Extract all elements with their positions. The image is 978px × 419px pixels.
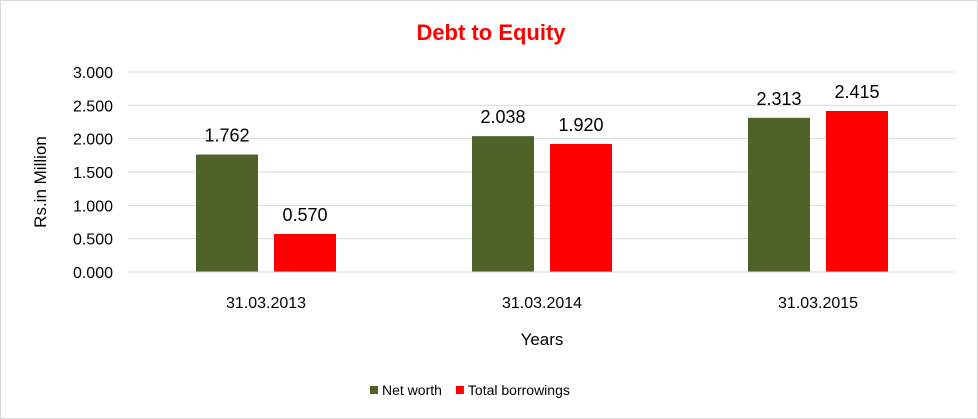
data-label: 0.570 [282, 205, 327, 225]
x-axis-ticks: 31.03.2013 31.03.2014 31.03.2015 [226, 295, 858, 312]
y-axis-ticks: 0.000 0.500 1.000 1.500 2.000 2.500 3.000 [73, 65, 113, 282]
chart-title: Debt to Equity [416, 20, 566, 45]
x-axis-title: Years [521, 330, 564, 349]
y-tick-label: 2.000 [73, 132, 113, 149]
y-tick-label: 1.500 [73, 165, 113, 182]
legend-label: Total borrowings [468, 382, 570, 398]
y-tick-label: 3.000 [73, 65, 113, 82]
legend: Net worth Total borrowings [370, 382, 570, 398]
data-label: 2.038 [480, 107, 525, 127]
x-tick-label: 31.03.2014 [502, 295, 582, 312]
y-tick-label: 2.500 [73, 98, 113, 115]
bar [550, 144, 612, 272]
x-tick-label: 31.03.2015 [778, 295, 858, 312]
x-tick-label: 31.03.2013 [226, 295, 306, 312]
bar [274, 234, 336, 272]
legend-label: Net worth [382, 382, 442, 398]
bar [748, 117, 810, 272]
y-tick-label: 1.000 [73, 198, 113, 215]
bar [472, 136, 534, 272]
bar [196, 154, 258, 272]
bars [196, 111, 888, 272]
legend-swatch [455, 386, 464, 394]
data-label: 2.313 [756, 89, 801, 109]
data-label: 1.920 [558, 115, 603, 135]
legend-swatch [370, 386, 378, 394]
y-tick-label: 0.500 [73, 232, 113, 249]
gridlines [128, 71, 956, 240]
y-axis-title: Rs.in Million [31, 136, 50, 228]
data-label: 1.762 [204, 126, 249, 146]
data-label: 2.415 [834, 82, 879, 102]
data-labels: 1.762 0.570 2.038 1.920 2.313 2.415 [204, 82, 879, 225]
bar [826, 111, 888, 272]
y-tick-label: 0.000 [73, 265, 113, 282]
